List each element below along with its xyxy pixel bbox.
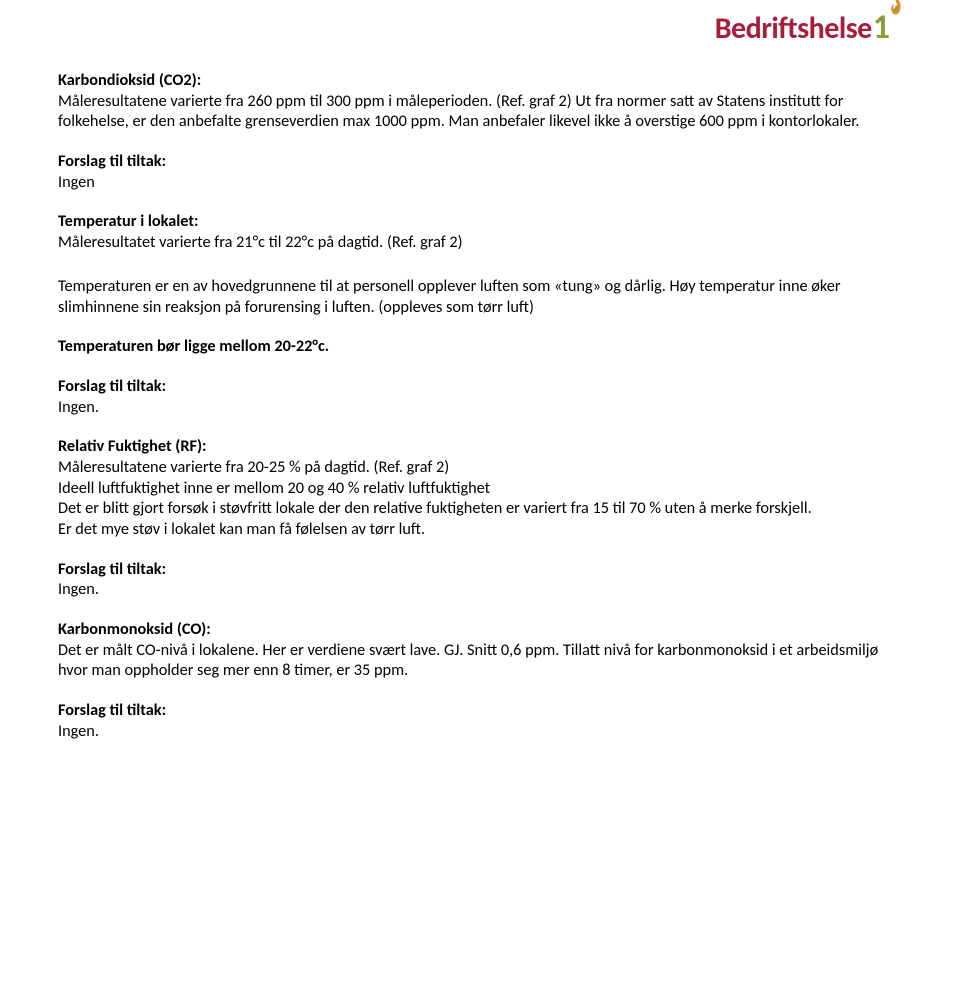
rf-title: Relativ Fuktighet (RF):	[58, 436, 902, 457]
co-text: Det er målt CO-nivå i lokalene. Her er v…	[58, 640, 902, 681]
section-co2: Karbondioksid (CO2): Måleresultatene var…	[58, 70, 902, 132]
forslag-label: Forslag til tiltak:	[58, 700, 902, 721]
section-forslag-3: Forslag til tiltak: Ingen.	[58, 559, 902, 600]
brand-logo: Bedriftshelse 1	[715, 6, 906, 47]
rf-line3: Det er blitt gjort forsøk i støvfritt lo…	[58, 498, 902, 519]
forslag-value: Ingen.	[58, 721, 902, 742]
document-page: Bedriftshelse 1 Karbondioksid (CO2): Mål…	[0, 0, 960, 742]
section-temperature-para: Temperaturen er en av hovedgrunnene til …	[58, 276, 902, 317]
document-body: Karbondioksid (CO2): Måleresultatene var…	[58, 18, 902, 742]
forslag-value: Ingen.	[58, 397, 902, 418]
temp-recommend: Temperaturen bør ligge mellom 20-22°c.	[58, 336, 902, 357]
section-forslag-1: Forslag til tiltak: Ingen	[58, 151, 902, 192]
forslag-label: Forslag til tiltak:	[58, 151, 902, 172]
section-temperature-heading: Temperatur i lokalet: Måleresultatet var…	[58, 211, 902, 252]
temp-title: Temperatur i lokalet:	[58, 211, 902, 232]
temp-para: Temperaturen er en av hovedgrunnene til …	[58, 276, 902, 317]
section-temperature-recommend: Temperaturen bør ligge mellom 20-22°c.	[58, 336, 902, 357]
co-title: Karbonmonoksid (CO):	[58, 619, 902, 640]
forslag-label: Forslag til tiltak:	[58, 559, 902, 580]
section-rf: Relativ Fuktighet (RF): Måleresultatene …	[58, 436, 902, 539]
rf-line1: Måleresultatene varierte fra 20-25 % på …	[58, 457, 902, 478]
section-co: Karbonmonoksid (CO): Det er målt CO-nivå…	[58, 619, 902, 681]
forslag-value: Ingen	[58, 172, 902, 193]
forslag-label: Forslag til tiltak:	[58, 376, 902, 397]
rf-line4: Er det mye støv i lokalet kan man få føl…	[58, 519, 902, 540]
logo-text-part1: Bedrifts	[715, 10, 809, 47]
temp-line1: Måleresultatet varierte fra 21°c til 22°…	[58, 232, 902, 253]
co2-text: Måleresultatene varierte fra 260 ppm til…	[58, 91, 902, 132]
co2-title: Karbondioksid (CO2):	[58, 70, 902, 91]
section-forslag-4: Forslag til tiltak: Ingen.	[58, 700, 902, 741]
section-forslag-2: Forslag til tiltak: Ingen.	[58, 376, 902, 417]
rf-line2: Ideell luftfuktighet inne er mellom 20 o…	[58, 478, 902, 499]
flame-icon	[884, 0, 906, 27]
forslag-value: Ingen.	[58, 579, 902, 600]
logo-text-part2: helse	[809, 10, 872, 47]
